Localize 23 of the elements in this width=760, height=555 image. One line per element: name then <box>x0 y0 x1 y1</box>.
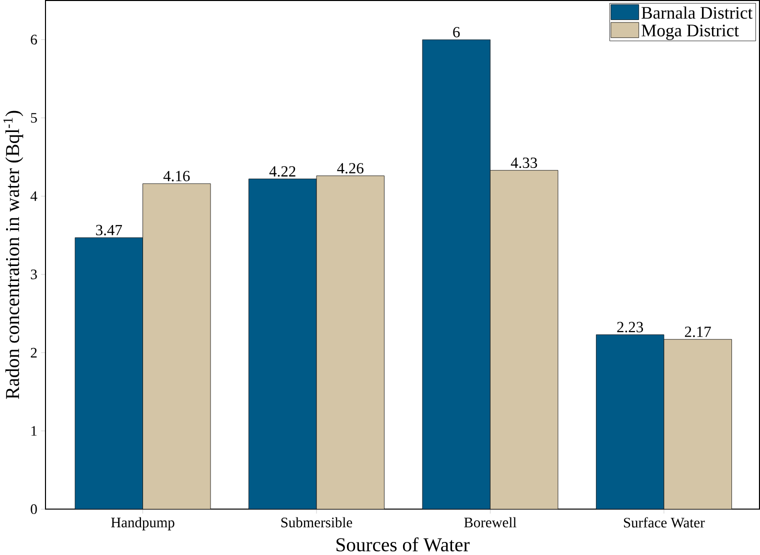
x-tick-label: Handpump <box>111 517 174 530</box>
data-label: 4.22 <box>269 166 296 177</box>
data-label: 4.16 <box>163 170 190 182</box>
y-tick-label: 4 <box>30 191 38 201</box>
data-label: 2.17 <box>684 326 711 338</box>
data-label: 3.47 <box>96 224 122 236</box>
x-tick-label: Surface Water <box>624 517 705 528</box>
data-label: 2.23 <box>617 322 644 332</box>
y-tick-label: 3 <box>30 270 37 280</box>
x-axis-title: Sources of Water <box>336 537 470 552</box>
data-label: 4.26 <box>337 163 364 174</box>
legend-label: Barnala District <box>642 6 753 19</box>
y-tick-label: 1 <box>31 426 37 436</box>
data-label: 4.33 <box>510 158 538 168</box>
x-tick-label: Submersible <box>281 517 352 528</box>
legend-label: Moga District <box>642 24 739 40</box>
x-tick-label: Borewell <box>464 517 516 528</box>
data-label: 6 <box>453 27 460 38</box>
y-tick-label: 6 <box>30 34 38 45</box>
y-tick-label: 0 <box>30 504 37 514</box>
y-axis-title: Radon concentration in water (Bql$^{-1}$) <box>3 110 24 400</box>
y-tick-label: 5 <box>31 113 37 123</box>
y-tick-label: 2 <box>30 348 37 358</box>
